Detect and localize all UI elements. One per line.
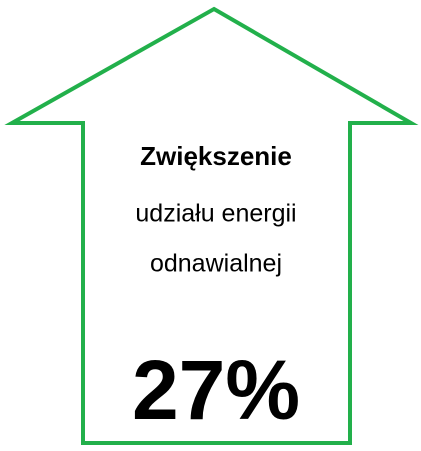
heading: Zwiększenie bbox=[140, 141, 292, 171]
description-line: odnawialnej bbox=[150, 250, 282, 278]
description-line: udziału energii bbox=[135, 200, 296, 228]
value: 27% bbox=[132, 343, 300, 437]
arrow-shape bbox=[4, 6, 419, 445]
